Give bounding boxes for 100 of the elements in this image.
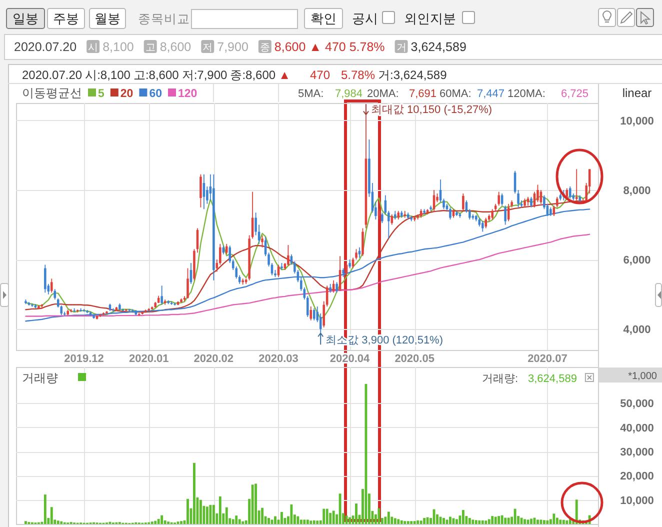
bar (242, 521, 244, 524)
legend-label: 20 (120, 88, 134, 100)
bar (44, 494, 46, 524)
x-tick-label: 2020.02 (194, 353, 234, 365)
y-tick-label: 50,000 (620, 398, 654, 410)
y-tick-label: 20,000 (620, 470, 654, 483)
bar (559, 520, 562, 524)
bar (225, 507, 228, 524)
text: 저:7,900 (182, 68, 228, 82)
candlestick (160, 286, 163, 305)
text: 2020.07.20 (14, 40, 77, 54)
bar (378, 508, 380, 524)
annotation: 거래량: (482, 373, 518, 385)
text: 3,624,589 (410, 40, 466, 54)
bar (566, 520, 568, 524)
text: 6,725 (561, 88, 589, 100)
candlestick (170, 302, 173, 305)
bar (186, 498, 189, 524)
y-tick-label: 8,000 (623, 184, 651, 197)
bar (274, 516, 276, 524)
candlestick (174, 302, 176, 306)
bar (524, 519, 526, 524)
y-tick-label: 30,000 (620, 446, 654, 459)
bar (300, 520, 302, 524)
text: 외인지분 (404, 11, 456, 26)
bar (56, 520, 60, 524)
legend-label: 거래량 (22, 371, 58, 385)
bar (329, 512, 332, 524)
bar (536, 520, 539, 524)
bar (410, 521, 413, 524)
legend-label: 5 (98, 88, 105, 100)
bar (556, 518, 558, 524)
text: 8,100 (102, 40, 134, 54)
y-tick-label: 40,000 (620, 422, 654, 434)
text: 고:8,600 (133, 68, 180, 82)
bar (193, 462, 196, 524)
bar (472, 520, 474, 524)
bar (251, 484, 254, 524)
x-tick-label: 2020.05 (394, 353, 434, 365)
bar (413, 521, 416, 524)
bar (416, 520, 420, 524)
bar (154, 520, 157, 524)
bar (316, 520, 319, 524)
bar (306, 520, 309, 524)
candlestick (38, 305, 40, 309)
legend-title: 이동평균선 (22, 86, 82, 100)
bar (406, 521, 410, 524)
bar (507, 518, 510, 524)
bar (498, 516, 500, 524)
text: 8,600 (160, 40, 192, 54)
bar (280, 512, 283, 524)
text: 종:8,600 (230, 68, 276, 82)
candlestick (423, 209, 426, 214)
candlestick (575, 169, 578, 200)
bar (218, 496, 222, 524)
bar (290, 504, 293, 524)
bar (200, 500, 202, 524)
bar (235, 516, 238, 524)
text: 8,600 ▲ 470 5.78% (274, 40, 385, 54)
bar (232, 519, 234, 524)
bar (60, 521, 63, 524)
bar (484, 520, 488, 524)
bar (238, 519, 241, 524)
legend-label: 60 (149, 88, 162, 100)
bar (562, 520, 565, 524)
text: 20MA: (367, 88, 399, 100)
bar (514, 508, 516, 524)
bar (157, 518, 160, 524)
bar (442, 518, 445, 524)
text: 7,984 (335, 88, 363, 100)
bar (160, 515, 164, 524)
y-tick-label: 10,000 (620, 494, 654, 507)
bar (542, 520, 546, 524)
annotation: 3,624,589 (528, 373, 577, 385)
text: 470 (310, 68, 330, 82)
x-tick-label: 2020.07 (528, 353, 568, 365)
text: 2020.07.20 (22, 68, 82, 82)
text: 60MA: (440, 88, 472, 100)
bar (332, 510, 335, 524)
text: 120MA: (508, 88, 546, 100)
bar (426, 517, 429, 524)
bar (206, 506, 208, 524)
bar (387, 512, 390, 524)
x-tick-label: 2020.03 (258, 353, 298, 365)
bar (500, 515, 504, 524)
bar (420, 520, 422, 524)
bar (296, 516, 300, 524)
bar (212, 504, 215, 524)
bar (474, 520, 478, 524)
text: 종목비교 (138, 12, 190, 26)
bar (254, 484, 258, 524)
x-tick-label: 2019.12 (64, 353, 104, 365)
bar (24, 521, 27, 524)
candlestick (138, 313, 140, 316)
bar (394, 518, 396, 524)
text: 공시 (352, 11, 378, 26)
bar (50, 507, 53, 524)
bar (322, 508, 326, 524)
bar (462, 510, 464, 524)
bar (312, 520, 316, 524)
